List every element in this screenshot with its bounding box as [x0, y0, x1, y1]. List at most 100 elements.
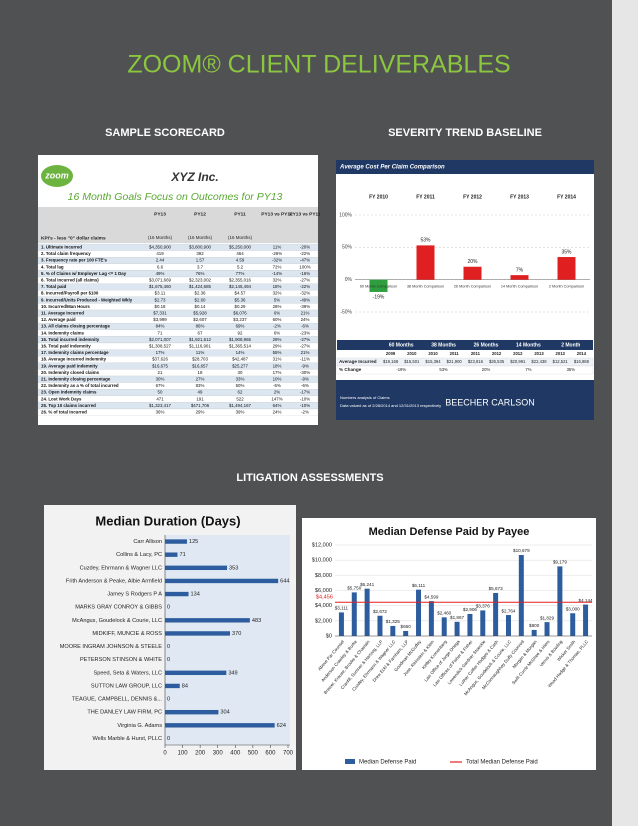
severity-title-band	[336, 160, 594, 174]
table-cell: 6%	[274, 310, 280, 315]
table-cell: $28,703	[192, 357, 208, 362]
column-header: PY11	[234, 211, 246, 217]
section-title: LITIGATION ASSESSMENTS	[236, 472, 383, 484]
table-cell: $3.11	[155, 291, 166, 296]
table-cell: $0.18	[155, 304, 167, 309]
table-cell: $2,323,002	[189, 277, 212, 282]
table-cell: $2.60	[195, 297, 207, 302]
table-cell: 5%	[274, 297, 280, 302]
table-cell: -6%	[301, 383, 309, 388]
value-label: 7%	[516, 267, 524, 273]
table-cell: 11%	[273, 244, 282, 249]
x-tick-label: 38 Month Comparison	[407, 285, 444, 289]
table-cell: 20. Indemnity closed claims	[41, 370, 100, 375]
value-label: 53%	[420, 238, 431, 244]
y-tick-label: PETERSON STINSON & WHITE	[80, 657, 162, 663]
table-cell: 72%	[273, 264, 282, 269]
bar	[369, 279, 388, 292]
table-cell: 24%	[301, 317, 310, 322]
table-cell: 50	[158, 390, 163, 395]
table-cell: 2%	[274, 390, 280, 395]
table-cell: $16,657	[192, 363, 208, 368]
value-label: 0	[167, 605, 170, 611]
table-cell: 49%	[156, 271, 165, 276]
y-tick-label: $12,000	[312, 542, 332, 548]
table-cell: $7,331	[153, 310, 167, 315]
table-cell: -2%	[301, 409, 309, 414]
year-header: 2012	[492, 351, 502, 356]
table-cell: 6.6	[157, 264, 164, 269]
bar	[390, 625, 396, 636]
logo-text: zoom	[44, 170, 69, 180]
bar	[377, 615, 383, 636]
table-cell: $22,438	[531, 359, 547, 364]
table-cell: 49	[198, 390, 203, 395]
table-cell: 62	[238, 390, 243, 395]
table-cell: 21%	[301, 310, 310, 315]
table-cell: $0.14	[195, 304, 207, 309]
bar	[165, 539, 187, 544]
bar	[480, 610, 486, 636]
y-tick-label: $4,000	[315, 603, 332, 609]
table-cell: $2,355,016	[229, 277, 252, 282]
table-cell: $1,116,901	[189, 343, 211, 348]
value-label: 0	[167, 644, 170, 650]
x-tick-label: 0	[163, 751, 167, 757]
column-header: PY13 vs PY11	[289, 211, 321, 217]
value-label: 125	[189, 539, 198, 545]
table-cell: $15,394	[425, 359, 441, 364]
y-tick-label: MOORE INGRAM JOHNSON & STEELE	[60, 644, 163, 650]
table-cell: 33%	[236, 376, 245, 381]
y-tick-label: $2,000	[315, 618, 332, 624]
table-cell: 24%	[273, 409, 282, 414]
table-cell: 2.44	[156, 258, 165, 263]
table-cell: 29%	[273, 343, 282, 348]
table-cell: $15,501	[404, 359, 420, 364]
y-tick-label: 50%	[342, 245, 353, 251]
table-cell: 19. Average paid indemnity	[41, 363, 98, 368]
table-cell: 21	[158, 370, 163, 375]
bar	[165, 683, 180, 689]
y-tick-label: THE DANLEY LAW FIRM, PC	[87, 710, 162, 716]
column-header: PY13	[154, 211, 166, 217]
legend-label: Total Median Defense Paid	[466, 760, 538, 766]
table-cell: -30%	[300, 370, 310, 375]
y-tick-label: TEAGUE, CAMPBELL, DENNIS &...	[72, 697, 163, 703]
table-cell: 39%	[236, 409, 245, 414]
table-cell: $2.36	[195, 291, 207, 296]
table-cell: $20,991	[510, 359, 526, 364]
table-cell: $3,071,669	[149, 277, 172, 282]
bar	[505, 615, 511, 636]
reference-label: $4,456	[316, 595, 333, 601]
period-label: FY 2010	[369, 194, 388, 200]
x-tick-label: 60 Month Comparison	[360, 285, 397, 289]
y-tick-label: Speed, Seta & Waters, LLC	[93, 670, 162, 676]
value-label: 20%	[467, 259, 478, 265]
table-cell: 83%	[196, 383, 205, 388]
period-header: 60 Months	[389, 342, 414, 348]
row-label: % Change	[339, 367, 362, 372]
bar	[416, 589, 422, 636]
value-label: $2,460	[437, 611, 451, 616]
value-label: $2,764	[501, 608, 515, 613]
bar	[493, 592, 499, 636]
table-cell: $2,607	[193, 317, 207, 322]
x-tick-label: 700	[283, 751, 294, 757]
table-cell: $4.57	[235, 291, 247, 296]
table-cell: 9. Incurred/Units Produced - Weighted Wk…	[41, 297, 133, 302]
y-tick-label: 0%	[345, 277, 353, 283]
table-cell: 20%	[482, 367, 491, 372]
chart-title: Median Defense Paid by Payee	[369, 526, 530, 538]
value-label: $5,750	[347, 586, 361, 591]
table-cell: 26. % of total incurred	[41, 409, 87, 414]
table-cell: -27%	[300, 337, 310, 342]
period-header: 2 Month	[561, 342, 580, 348]
y-tick-label: Cuzdey, Ehrmann & Wagner LLC	[80, 565, 162, 571]
table-cell: -6%	[301, 324, 309, 329]
value-label: $10,679	[513, 548, 530, 553]
table-cell: $5,250,000	[229, 244, 252, 249]
value-label: 84	[182, 683, 188, 689]
bar	[583, 604, 589, 636]
table-cell: 1.57	[196, 258, 205, 263]
table-cell: 147%	[271, 396, 282, 401]
